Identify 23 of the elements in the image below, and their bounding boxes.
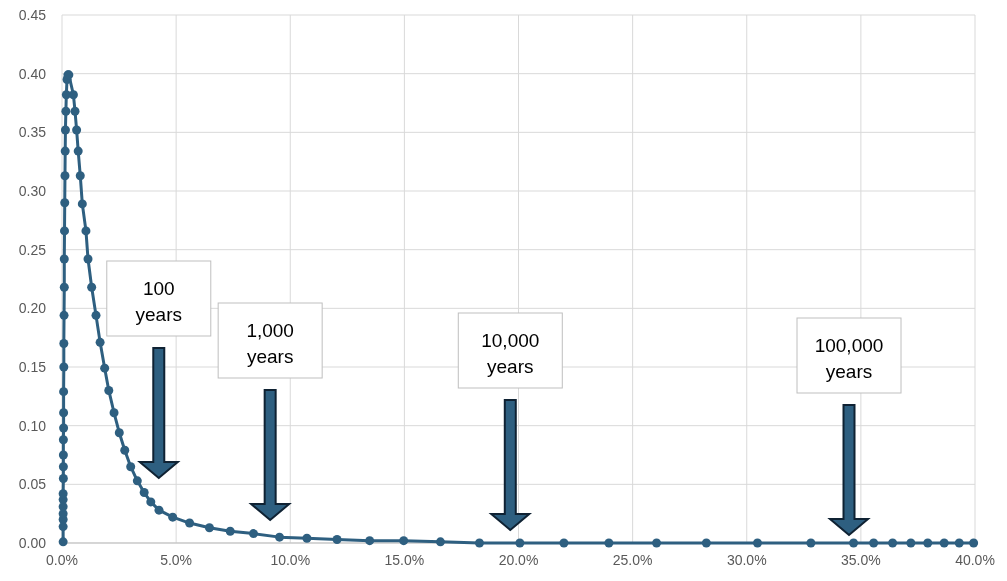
- annotation: 1,000 years: [246, 320, 294, 368]
- x-tick-label: 20.0%: [498, 552, 539, 568]
- x-tick-label: 5.0%: [160, 552, 193, 568]
- x-tick-label: 35.0%: [841, 552, 881, 568]
- y-tick-label: 0.25: [18, 241, 47, 258]
- y-tick-label: 0.00: [18, 534, 47, 551]
- y-tick-label: 0.05: [18, 476, 47, 493]
- y-tick-label: 0.15: [18, 358, 47, 375]
- annotation: 100,000 years: [814, 335, 884, 383]
- annotation: 10,000 years: [481, 330, 540, 378]
- x-tick-label: 25.0%: [612, 552, 653, 568]
- x-tick-label: 0.0%: [46, 552, 78, 568]
- x-tick-label: 15.0%: [384, 552, 425, 568]
- y-tick-label: 0.10: [18, 417, 47, 434]
- annotation: 100 years: [135, 278, 183, 326]
- y-tick-label: 0.30: [18, 182, 47, 199]
- y-tick-label: 0.40: [18, 65, 47, 82]
- y-tick-label: 0.20: [18, 300, 47, 317]
- y-tick-label: 0.35: [18, 124, 47, 141]
- y-tick-label: 0.45: [18, 6, 47, 23]
- x-tick-label: 10.0%: [270, 552, 311, 568]
- x-tick-label: 40.0%: [955, 552, 995, 568]
- x-tick-label: 30.0%: [726, 552, 767, 568]
